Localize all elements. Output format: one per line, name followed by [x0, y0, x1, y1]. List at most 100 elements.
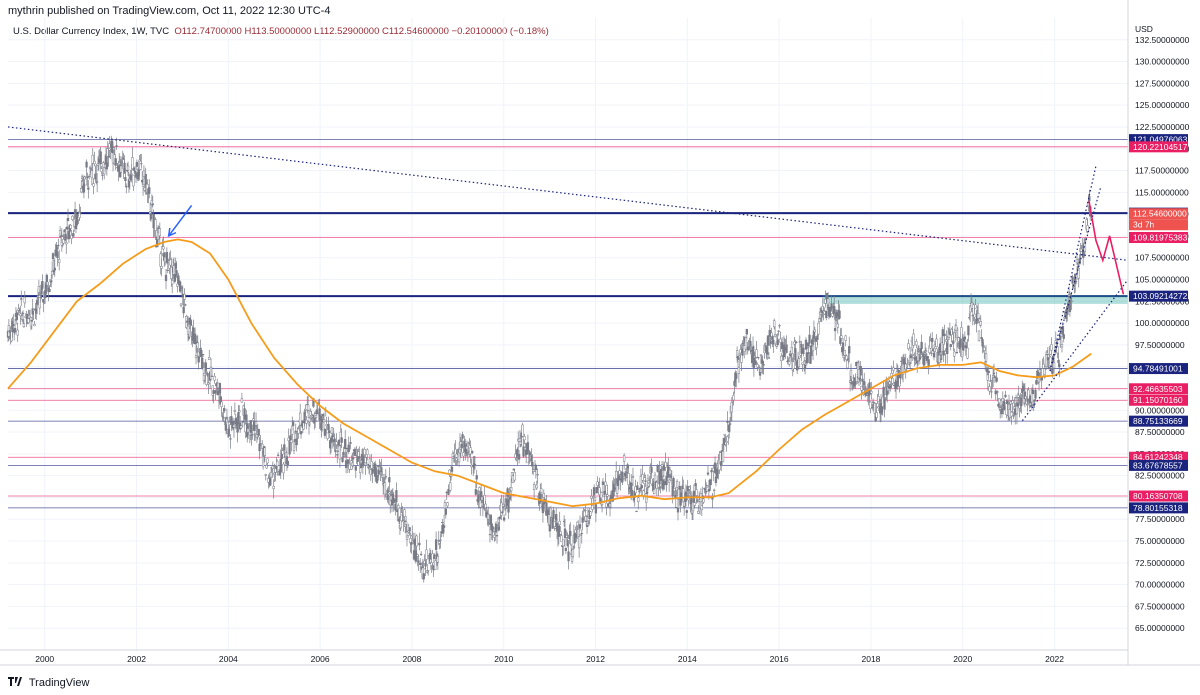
candle [50, 272, 53, 288]
level-tag-bg [1129, 141, 1188, 153]
candle-body [892, 367, 895, 371]
candle [297, 425, 300, 439]
candle [737, 366, 741, 383]
candle-body [201, 357, 204, 369]
candle [251, 424, 254, 440]
candle-body [56, 251, 59, 259]
candle-body [954, 325, 958, 331]
candle-body [123, 162, 126, 174]
candle [757, 356, 760, 360]
candle [1000, 404, 1004, 418]
candle [230, 406, 233, 432]
candle [494, 521, 498, 533]
candle-body [65, 226, 69, 230]
candle-body [170, 266, 173, 280]
candle [662, 461, 666, 478]
candle [358, 446, 361, 467]
candle-body [363, 449, 366, 455]
candle-body [422, 573, 425, 580]
candle-body [772, 339, 775, 345]
candle-body [604, 481, 607, 486]
candle [15, 310, 18, 325]
candle-series [6, 135, 1092, 583]
candle [271, 461, 274, 478]
candle-body [21, 312, 25, 315]
level-tag-text: 83.67678557 [1133, 460, 1183, 470]
candle-body [594, 504, 598, 514]
candle-body [142, 170, 146, 177]
candle [622, 476, 625, 480]
level-tag-bg [1129, 232, 1188, 244]
candle [656, 464, 659, 473]
symbol-legend[interactable]: U.S. Dollar Currency Index, 1W, TVC O112… [13, 26, 549, 37]
candle-body [115, 145, 118, 147]
candle [461, 431, 464, 446]
candle [338, 441, 342, 468]
candle-body [876, 403, 879, 408]
candle [563, 518, 567, 547]
candle [69, 223, 72, 232]
candle [23, 290, 26, 308]
candle [1014, 394, 1018, 407]
candle [943, 324, 946, 345]
candle-body [966, 347, 969, 359]
candle [232, 421, 236, 438]
candle [516, 447, 519, 466]
candle-body [387, 492, 390, 495]
candle-body [85, 161, 88, 168]
candle [80, 180, 83, 193]
candle-body [969, 305, 972, 313]
time-tick-label: 2016 [770, 654, 789, 664]
candle-body [650, 466, 653, 473]
candle-body [622, 455, 626, 462]
candle-body [1035, 380, 1038, 385]
candle-body [709, 479, 712, 486]
candle [213, 373, 216, 384]
candle [196, 335, 199, 359]
candle [741, 340, 744, 357]
candle [254, 412, 258, 430]
candle [1062, 326, 1065, 343]
candle [721, 444, 725, 463]
candle [606, 484, 609, 502]
candle-body [69, 224, 72, 229]
tradingview-footer[interactable]: TradingView [8, 677, 89, 689]
candle-body [53, 267, 56, 271]
candle-body [992, 372, 996, 374]
candle-body [447, 488, 450, 495]
candle [96, 173, 99, 193]
candle-body [239, 425, 243, 429]
time-axis[interactable]: 2000 2002 2004 2006 2008 2010 2012 2014 2016 2018… [0, 649, 1200, 666]
candle [745, 328, 748, 339]
candle [648, 475, 651, 488]
candle-body [778, 325, 781, 327]
candle [299, 430, 303, 439]
candle-body [907, 343, 910, 349]
candle-body [276, 454, 280, 456]
candle [904, 353, 907, 379]
candle-body [758, 372, 762, 376]
candle [705, 484, 709, 488]
candle [1049, 355, 1052, 372]
candle-body [848, 346, 851, 354]
candle-body [797, 358, 801, 368]
candle [1006, 399, 1009, 405]
candle [276, 452, 280, 457]
price-axis[interactable]: USD 65.00000000 67.50000000 70.00000000 72.5… [1127, 0, 1190, 665]
price-tick-label: 132.50000000 [1135, 35, 1190, 45]
candle [534, 463, 538, 479]
candle-body [757, 357, 760, 359]
candle-body [196, 342, 199, 349]
candle-body [569, 530, 572, 537]
price-tick-label: 67.50000000 [1135, 601, 1185, 611]
candle-body [380, 467, 383, 472]
candle-body [840, 335, 843, 339]
candle [773, 318, 776, 330]
candle-body [860, 385, 863, 391]
candle [422, 572, 425, 583]
candle [57, 238, 60, 250]
candle-body [436, 556, 440, 563]
candle [201, 355, 204, 370]
candle [427, 570, 430, 576]
